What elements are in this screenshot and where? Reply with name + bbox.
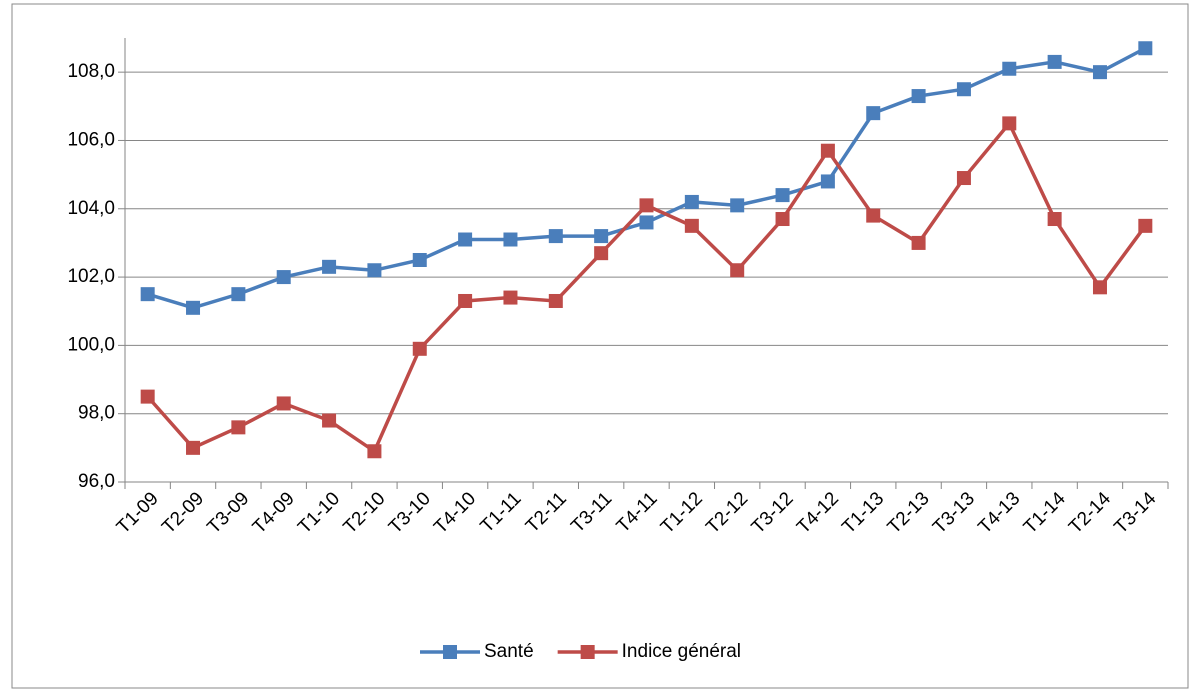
point (503, 290, 518, 305)
legend-marker (443, 645, 457, 659)
point (684, 218, 699, 233)
point (866, 208, 881, 223)
point (594, 229, 609, 244)
y-tick-label: 108,0 (67, 61, 115, 82)
point (548, 229, 563, 244)
y-tick-label: 96,0 (78, 471, 115, 492)
point (186, 300, 201, 315)
point (730, 198, 745, 213)
point (775, 212, 790, 227)
point (775, 188, 790, 203)
point (684, 194, 699, 209)
point (322, 413, 337, 428)
point (276, 396, 291, 411)
legend-label: Indice général (622, 641, 741, 662)
point (186, 440, 201, 455)
point (956, 171, 971, 186)
point (231, 420, 246, 435)
point (1002, 61, 1017, 76)
point (276, 270, 291, 285)
legend-label: Santé (484, 641, 534, 662)
point (140, 287, 155, 302)
point (639, 198, 654, 213)
point (911, 89, 926, 104)
y-tick-label: 100,0 (67, 334, 115, 355)
point (1002, 116, 1017, 131)
point (639, 215, 654, 230)
point (367, 263, 382, 278)
point (322, 259, 337, 274)
point (412, 253, 427, 267)
point (231, 287, 246, 302)
point (458, 232, 473, 247)
point (1047, 54, 1062, 69)
point (1138, 41, 1153, 56)
point (820, 174, 835, 189)
point (140, 389, 155, 404)
point (1047, 212, 1062, 227)
point (956, 82, 971, 97)
point (911, 235, 926, 250)
point (594, 246, 609, 261)
point (730, 263, 745, 278)
point (820, 143, 835, 158)
point (367, 444, 382, 459)
chart-border (11, 3, 1189, 689)
legend-marker (580, 645, 595, 659)
y-tick-label: 106,0 (67, 129, 115, 150)
y-tick-label: 104,0 (67, 198, 115, 219)
point (1138, 218, 1153, 233)
y-tick-label: 98,0 (78, 403, 115, 424)
point (1092, 65, 1107, 80)
y-tick-label: 102,0 (67, 266, 115, 287)
point (458, 293, 473, 308)
point (866, 106, 881, 121)
point (412, 341, 427, 356)
point (548, 293, 563, 308)
point (503, 232, 518, 247)
point (1092, 280, 1107, 295)
